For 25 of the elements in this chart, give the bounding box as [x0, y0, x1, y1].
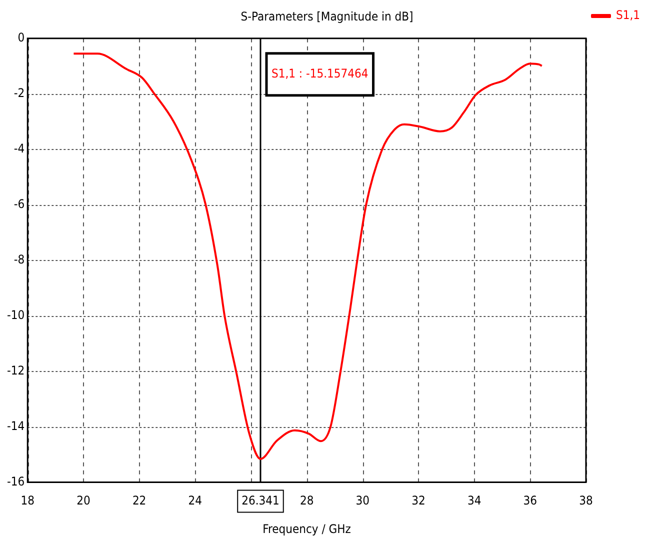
x-tick-label: 36 [523, 494, 538, 508]
y-tick-label: -6 [14, 196, 25, 211]
ref-line-label: 26.341 [242, 493, 280, 508]
x-tick-label: 20 [76, 494, 90, 508]
x-tick-label: 32 [412, 494, 426, 508]
x-tick-label: 28 [300, 494, 314, 508]
y-tick-label: -2 [14, 86, 25, 100]
annotation: S1,1 : -15.157464 [271, 66, 368, 81]
y-tick-label: -4 [14, 141, 25, 156]
chart-title: S-Parameters [Magnitude in dB] [240, 9, 414, 24]
y-tick-label: -10 [6, 308, 25, 322]
x-tick-label: 18 [20, 494, 35, 508]
x-tick-label: 24 [188, 494, 202, 508]
y-tick-label: -16 [6, 474, 25, 488]
x-axis-title: Frequency / GHz [262, 522, 352, 536]
x-tick-label: 22 [132, 494, 146, 508]
legend-label: S1,1 [616, 8, 640, 22]
x-tick-label: 30 [356, 494, 370, 508]
y-tick-label: -8 [14, 252, 25, 266]
x-tick-label: 34 [467, 494, 482, 508]
y-tick-label: 0 [18, 30, 25, 45]
y-tick-label: -14 [6, 418, 25, 433]
y-tick-label: -12 [6, 363, 25, 378]
line-series [72, 52, 543, 460]
x-tick-label: 38 [579, 494, 593, 508]
